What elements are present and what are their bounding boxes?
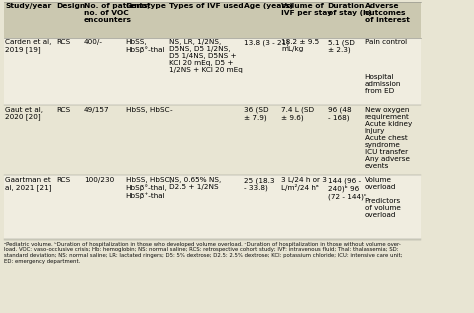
Bar	[363, 2, 421, 38]
Bar	[82, 105, 124, 175]
Bar	[55, 2, 82, 38]
Text: Carden et al,
2019 [19]: Carden et al, 2019 [19]	[5, 39, 52, 53]
Text: Types of IVF used: Types of IVF used	[169, 3, 244, 9]
Bar	[326, 105, 363, 175]
Text: 5.1 (SD
± 2.3): 5.1 (SD ± 2.3)	[328, 39, 355, 54]
Bar	[55, 105, 82, 175]
Text: 100/230: 100/230	[84, 177, 114, 183]
Bar	[363, 105, 421, 175]
Bar	[168, 38, 243, 105]
Text: 18.2 ± 9.5
mL/kg: 18.2 ± 9.5 mL/kg	[281, 39, 319, 53]
Text: Gaut et al,
2020 [20]: Gaut et al, 2020 [20]	[5, 107, 43, 121]
Bar	[55, 38, 82, 105]
Text: -: -	[169, 107, 172, 113]
Bar	[4, 105, 55, 175]
Bar	[4, 38, 55, 105]
Text: 13.8 (3 - 21): 13.8 (3 - 21)	[244, 39, 289, 46]
Bar	[168, 175, 243, 239]
Bar	[326, 2, 363, 38]
Bar	[326, 38, 363, 105]
Bar	[124, 2, 168, 38]
Text: Gaartman et
al, 2021 [21]: Gaartman et al, 2021 [21]	[5, 177, 52, 191]
Text: 96 (48
- 168): 96 (48 - 168)	[328, 107, 351, 121]
Text: NS, LR, 1/2NS,
D5NS, D5 1/2NS,
D5 1/4NS, D5NS +
KCl 20 mEq, D5 +
1/2NS + KCl 20 : NS, LR, 1/2NS, D5NS, D5 1/2NS, D5 1/4NS,…	[169, 39, 243, 74]
Bar	[124, 175, 168, 239]
Text: HbSS, HbSC: HbSS, HbSC	[126, 107, 169, 113]
Bar	[243, 2, 280, 38]
Text: HbSS,
HbSβ°-thal: HbSS, HbSβ°-thal	[126, 39, 165, 53]
Text: Study/year: Study/year	[5, 3, 52, 9]
Text: 7.4 L (SD
± 9.6): 7.4 L (SD ± 9.6)	[281, 107, 314, 121]
Text: NS, 0.65% NS,
D2.5 + 1/2NS: NS, 0.65% NS, D2.5 + 1/2NS	[169, 177, 221, 190]
Bar	[82, 38, 124, 105]
Bar	[243, 105, 280, 175]
Text: 25 (18.3
- 33.8): 25 (18.3 - 33.8)	[244, 177, 274, 191]
Text: RCS: RCS	[56, 107, 71, 113]
Bar	[243, 38, 280, 105]
Bar	[326, 175, 363, 239]
Text: ᵃPediatric volume. ᵇDuration of hospitalization in those who developed volume ov: ᵃPediatric volume. ᵇDuration of hospital…	[4, 242, 402, 264]
Bar	[4, 175, 55, 239]
Text: Design: Design	[56, 3, 86, 9]
Bar	[168, 2, 243, 38]
Bar	[280, 2, 326, 38]
Text: Volume of
IVF per stay: Volume of IVF per stay	[281, 3, 332, 17]
Text: 400/-: 400/-	[84, 39, 103, 45]
Text: RCS: RCS	[56, 39, 71, 45]
Text: Genotype: Genotype	[126, 3, 166, 9]
Text: 144 (96 -
240)ᵇ 96
(72 - 144)ᶜ: 144 (96 - 240)ᵇ 96 (72 - 144)ᶜ	[328, 177, 366, 200]
Bar	[280, 105, 326, 175]
Bar	[280, 175, 326, 239]
Text: No. of patients/
no. of VOC
encounters: No. of patients/ no. of VOC encounters	[84, 3, 150, 23]
Text: 36 (SD
± 7.9): 36 (SD ± 7.9)	[244, 107, 269, 121]
Text: Duration
of stay (h): Duration of stay (h)	[328, 3, 371, 17]
Bar	[82, 175, 124, 239]
Bar	[4, 2, 55, 38]
Text: Volume
overload

Predictors
of volume
overload: Volume overload Predictors of volume ove…	[365, 177, 401, 218]
Bar	[124, 38, 168, 105]
Text: 49/157: 49/157	[84, 107, 109, 113]
Text: HbSS, HbSC,
HbSβ°-thal,
HbSβ⁺-thal: HbSS, HbSC, HbSβ°-thal, HbSβ⁺-thal	[126, 177, 172, 199]
Text: Adverse
outcomes
of interest: Adverse outcomes of interest	[365, 3, 410, 23]
Text: Age (years): Age (years)	[244, 3, 293, 9]
Text: New oxygen
requirement
Acute kidney
injury
Acute chest
syndrome
ICU transfer
Any: New oxygen requirement Acute kidney inju…	[365, 107, 412, 169]
Bar	[82, 2, 124, 38]
Bar	[124, 105, 168, 175]
Text: Pain control




Hospital
admission
from ED: Pain control Hospital admission from ED	[365, 39, 407, 95]
Text: 3 L/24 h or 3
L/m²/24 hᵃ: 3 L/24 h or 3 L/m²/24 hᵃ	[281, 177, 327, 191]
Bar	[363, 175, 421, 239]
Bar	[55, 175, 82, 239]
Text: RCS: RCS	[56, 177, 71, 183]
Bar	[243, 175, 280, 239]
Bar	[280, 38, 326, 105]
Bar	[363, 38, 421, 105]
Bar	[168, 105, 243, 175]
